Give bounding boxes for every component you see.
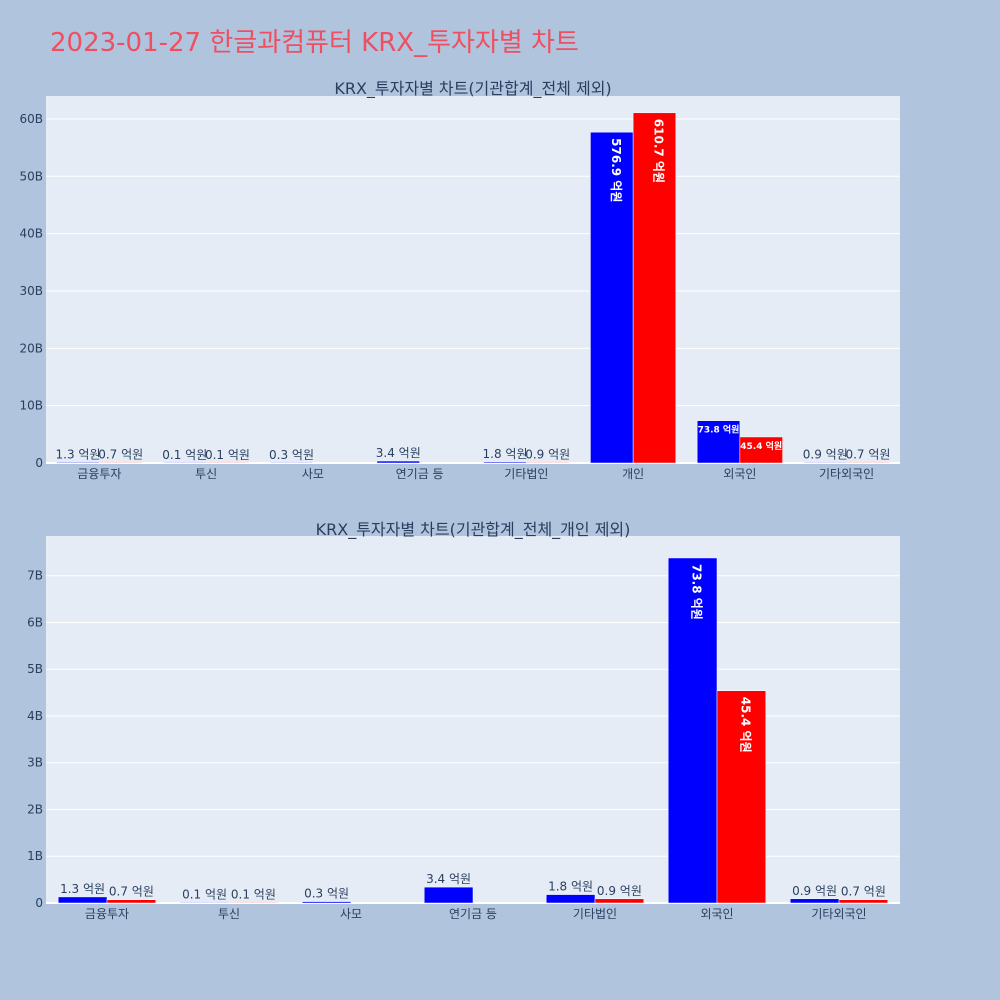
c2-ytick-label: 4B [27,709,43,723]
c1-data-label: 73.8 억원 [698,424,740,436]
c1-data-label: 1.3 억원 [56,447,101,461]
c1-data-label: 0.3 억원 [269,448,314,462]
c1-ytick-label: 30B [19,284,43,298]
c1-ytick-label: 60B [19,112,43,126]
c2-ytick-label: 3B [27,756,43,770]
c1-data-label: 0.9 억원 [525,447,570,461]
c1-bar-blue [590,131,634,464]
c1-ytick-label: 10B [19,399,43,413]
c1-xtick-label: 연기금 등 [396,467,444,481]
c1-subtitle: KRX_투자자별 차트(기관합계_전체 제외) [334,79,611,99]
c2-ytick-label: 5B [27,662,43,676]
c2-xtick-label: 기타외국인 [811,907,866,921]
c1-xtick-label: 기타법인 [504,467,548,481]
c2-bar-blue [301,901,352,904]
c2-ytick-label: 2B [27,802,43,816]
c1-bar-blue [376,460,420,464]
c1-data-label: 0.7 억원 [98,448,143,462]
c1-data-label: 610.7 억원 [651,119,665,183]
c1-xtick-label: 사모 [302,467,324,481]
c2-xtick-label: 사모 [340,907,362,921]
c2-bar-blue [423,886,474,904]
c2-xtick-label: 연기금 등 [449,907,497,921]
chart-top: KRX_투자자별 차트(기관합계_전체 제외) 0 10B 20B 30B 40B 50B 6… [19,79,900,481]
c2-bar-blue [179,902,230,904]
c1-data-label: 0.1 억원 [205,448,250,462]
c2-data-label: 0.1 억원 [231,888,276,902]
c1-data-label: 0.9 억원 [803,447,848,461]
c2-data-label: 73.8 억원 [690,564,704,620]
c2-bar-red [838,899,889,904]
c1-bar-red [846,462,890,464]
c2-subtitle: KRX_투자자별 차트(기관합계_전체_개인 제외) [316,520,631,540]
c2-data-label: 0.9 억원 [792,884,837,898]
c1-xtick-label: 개인 [622,467,644,481]
c2-bar-red [716,690,767,904]
c1-xtick-label: 금융투자 [77,467,121,481]
c1-data-label: 1.8 억원 [483,447,528,461]
c2-bar-blue [57,896,108,904]
c2-ytick-label: 6B [27,615,43,629]
c2-data-label: 45.4 억원 [738,697,752,753]
c1-ytick-label: 0 [35,456,43,470]
c1-data-label: 576.9 억원 [609,138,623,202]
c1-ytick-label: 50B [19,169,43,183]
c1-data-label: 0.7 억원 [845,448,890,462]
c2-plot-area [46,536,900,903]
c2-data-label: 1.3 억원 [60,882,105,896]
c2-ytick-label: 7B [27,569,43,583]
c2-ytick-label: 0 [35,896,43,910]
c1-data-label: 0.1 억원 [162,448,207,462]
c1-bar-red [99,462,143,464]
c1-plot-area [46,96,900,463]
c2-xtick-label: 금융투자 [85,907,129,921]
c2-ytick-label: 1B [27,849,43,863]
c1-bar-blue [696,420,741,464]
c2-bar-blue [667,557,718,904]
c2-data-label: 0.9 억원 [597,884,642,898]
c1-data-label: 45.4 억원 [740,440,782,452]
c2-data-label: 0.1 억원 [182,888,227,902]
c1-bar-red [632,112,677,464]
c2-xtick-label: 기타법인 [573,907,617,921]
c2-xtick-label: 외국인 [700,907,733,921]
c1-data-label: 3.4 억원 [376,446,421,460]
c2-data-label: 0.7 억원 [109,885,154,899]
c2-data-label: 1.8 억원 [548,880,593,894]
page-title: 2023-01-27 한글과컴퓨터 KRX_투자자별 차트 [50,28,579,58]
c1-bar-blue [269,462,314,464]
c1-bar-red [205,462,250,464]
c1-xtick-label: 투신 [195,467,217,481]
c2-bar-blue [545,894,596,904]
c2-xtick-label: 투신 [218,907,240,921]
c1-xtick-label: 기타외국인 [819,467,874,481]
c2-bar-red [106,899,157,904]
c2-data-label: 0.7 억원 [841,885,886,899]
c2-bar-red [594,898,645,904]
c1-bar-red [526,462,570,464]
c2-data-label: 3.4 억원 [426,872,471,886]
c1-xtick-label: 외국인 [723,467,756,481]
c1-ytick-label: 20B [19,341,43,355]
c1-bar-red [739,436,783,464]
c2-data-label: 0.3 억원 [304,887,349,901]
c2-bar-red [228,902,279,904]
c2-bar-blue [789,898,840,904]
c1-ytick-label: 40B [19,227,43,241]
